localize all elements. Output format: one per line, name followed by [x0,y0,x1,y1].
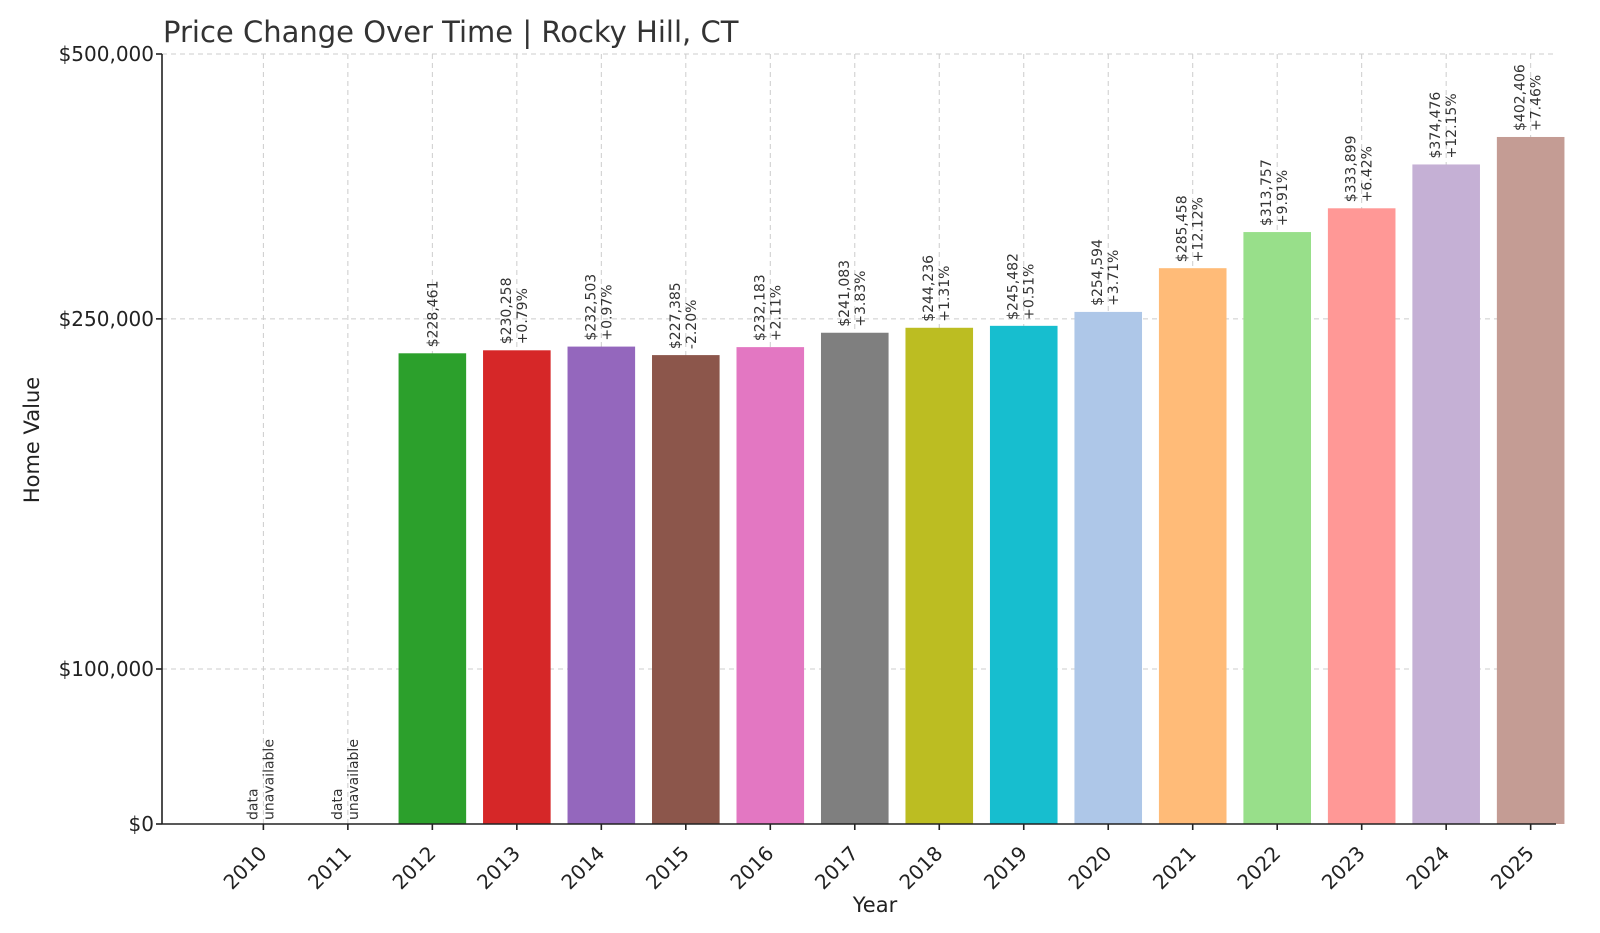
bar [905,327,974,824]
bar-value-label: $245,482+0.51% [1006,253,1038,320]
bar-value-label: $241,083+3.83% [837,260,869,327]
bar-change-text: +12.12% [1191,197,1207,262]
bar [398,353,467,824]
x-tick-label: 2013 [472,841,525,894]
x-tick-label: 2010 [219,841,272,894]
x-tick-label: 2011 [303,841,356,894]
bar-value-label: $402,406+7.46% [1513,64,1545,131]
x-tick-label: 2025 [1486,841,1539,894]
bar-value-text: $254,594 [1090,239,1106,306]
bar-change-text: +0.97% [599,284,615,340]
x-tick-label: 2014 [556,841,609,894]
bar-value-text: $230,258 [499,277,515,344]
missing-data-label: dataunavailable [330,739,362,820]
bar-value-text: $244,236 [921,255,937,322]
y-tick-label: $100,000 [59,657,154,681]
x-tick-label: 2019 [979,841,1032,894]
bar-change-text: +0.79% [515,288,531,344]
bar [1074,311,1143,824]
bar [567,346,636,824]
bar-value-text: $228,461 [425,280,441,347]
bar-labels-layer: dataunavailable dataunavailable$228,461 $2… [245,64,1544,820]
bar-change-text: +1.31% [937,266,953,322]
bar-value-text: $402,406 [1513,64,1529,131]
x-tick-label: 2015 [641,841,694,894]
missing-data-line: unavailable [346,739,362,820]
bar-change-text: +7.46% [1529,75,1545,131]
bar [1158,268,1227,824]
bar [1412,164,1480,824]
bar-value-label: $232,183+2.11% [752,274,784,341]
bar-value-label: $228,461 [425,280,441,347]
y-tick-label: $500,000 [59,42,154,66]
y-tick-label: $250,000 [59,307,154,331]
bar-change-text: +0.51% [1022,264,1038,320]
x-tick-label: 2017 [810,841,863,894]
bar-value-label: $285,458+12.12% [1175,195,1207,262]
bar [736,347,805,824]
bar-value-label: $232,503+0.97% [583,274,615,341]
bar-value-text: $232,503 [583,274,599,341]
x-tick-label: 2021 [1148,841,1201,894]
x-tick-label: 2012 [388,841,441,894]
bar [820,332,889,824]
bar-value-label: $313,757+9.91% [1259,159,1291,226]
y-axis-label: Home Value [20,377,44,503]
x-tick-label: 2016 [725,841,778,894]
bar-value-text: $374,476 [1428,92,1444,159]
missing-data-line: data [245,788,261,820]
bar-value-label: $333,899+6.42% [1344,135,1376,202]
chart-title: Price Change Over Time | Rocky Hill, CT [163,15,739,49]
x-tick-label: 2024 [1401,841,1454,894]
bar-change-text: +2.11% [768,285,784,341]
bar-value-text: $232,183 [752,274,768,341]
bar-change-text: -2.20% [684,300,700,350]
bar-value-text: $333,899 [1344,135,1360,202]
y-tick-label: $0 [129,812,154,836]
bar [989,325,1058,824]
missing-data-line: unavailable [261,739,277,820]
missing-data-label: dataunavailable [245,739,277,820]
x-tick-label: 2022 [1232,841,1285,894]
x-tick-label: 2018 [894,841,947,894]
bar-value-label: $227,385-2.20% [668,282,700,349]
bar-value-text: $241,083 [837,260,853,327]
bar [483,350,551,824]
bar-value-label: $230,258+0.79% [499,277,531,344]
bar-change-text: +3.83% [853,271,869,327]
bar-change-text: +3.71% [1106,250,1122,306]
x-tick-label: 2023 [1317,841,1370,894]
bar-change-text: +6.42% [1360,146,1376,202]
bar-change-text: +12.15% [1444,93,1460,158]
missing-data-line: data [330,788,346,820]
bar-value-label: $254,594+3.71% [1090,239,1122,306]
x-axis-label: Year [852,893,898,917]
bar [652,355,720,824]
x-tick-label: 2020 [1063,841,1116,894]
bar-value-label: $244,236+1.31% [921,255,953,322]
bar [1243,232,1311,825]
bar-change-text: +9.91% [1275,170,1291,226]
bar-value-text: $285,458 [1175,195,1191,262]
bar-value-text: $245,482 [1006,253,1022,320]
bar-value-label: $374,476+12.15% [1428,92,1460,159]
bar-value-text: $313,757 [1259,159,1275,226]
bars-layer [398,136,1565,825]
bar [1327,208,1396,824]
bar-value-text: $227,385 [668,282,684,349]
bar [1496,136,1565,824]
